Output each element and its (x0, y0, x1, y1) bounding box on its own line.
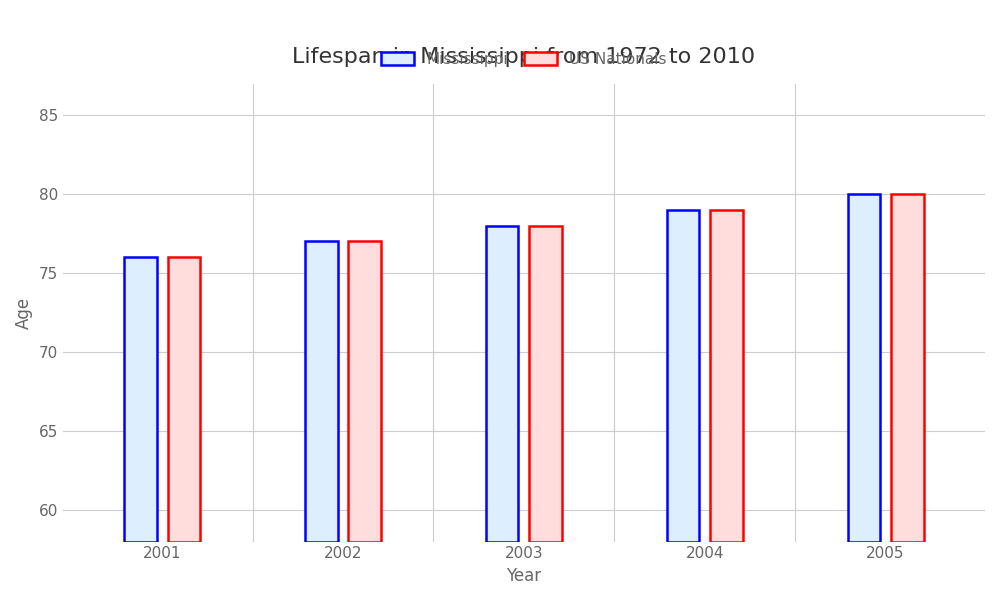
Bar (891, 194, 924, 542)
Bar (848, 194, 880, 542)
X-axis label: Year: Year (506, 567, 541, 585)
Bar (529, 226, 562, 542)
Bar (348, 241, 381, 542)
Bar (124, 257, 157, 542)
Title: Lifespan in Mississippi from 1972 to 2010: Lifespan in Mississippi from 1972 to 201… (292, 47, 755, 67)
Bar (710, 210, 743, 542)
Bar (305, 241, 338, 542)
Bar (486, 226, 518, 542)
Bar (667, 210, 699, 542)
Legend: Mississippi, US Nationals: Mississippi, US Nationals (375, 46, 673, 73)
Bar (168, 257, 200, 542)
Y-axis label: Age: Age (15, 296, 33, 329)
